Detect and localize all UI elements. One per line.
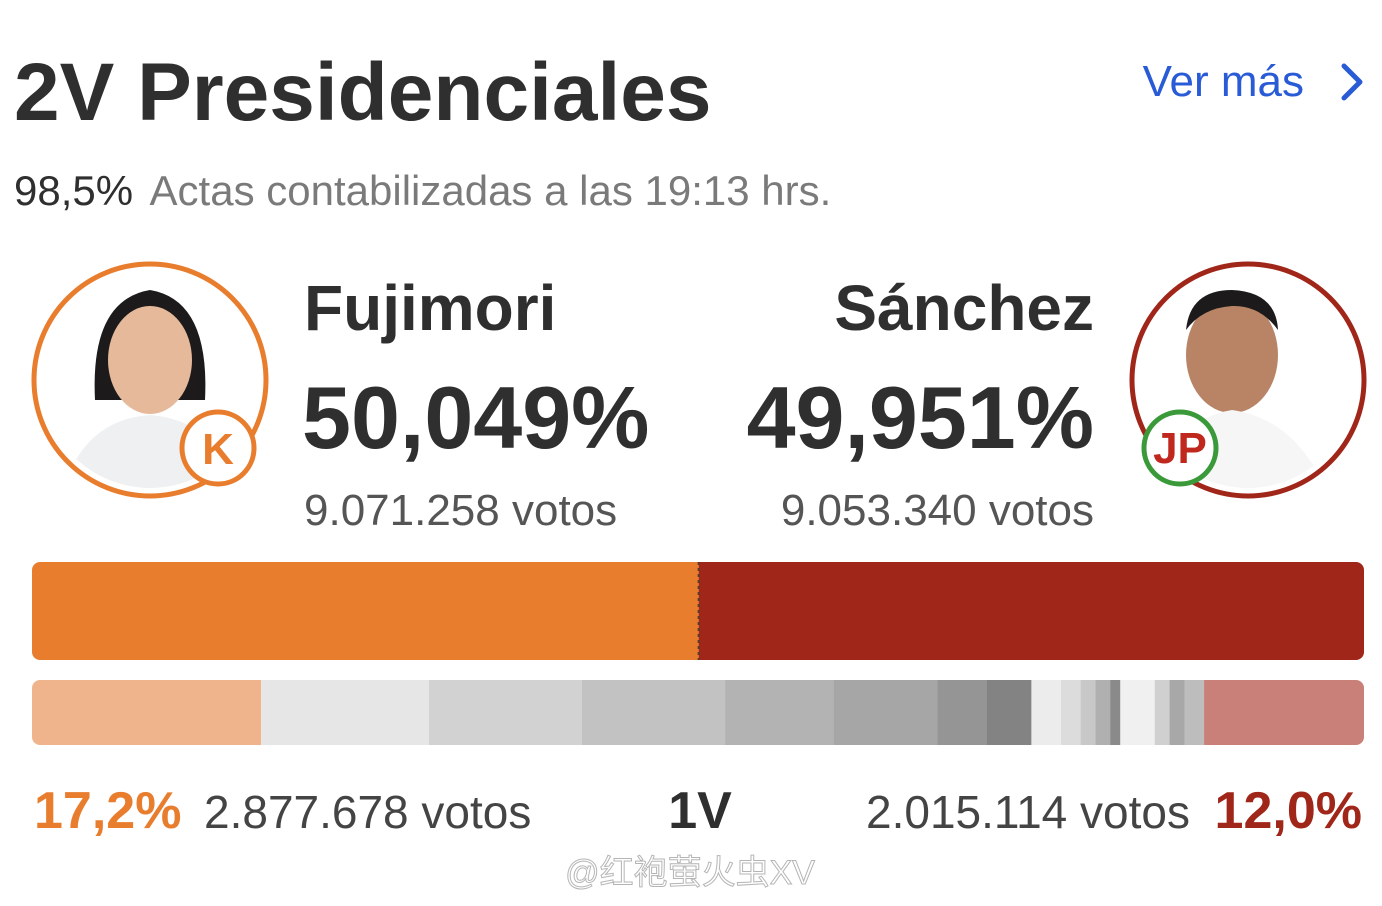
other-segment <box>1080 680 1097 745</box>
counted-text: Actas contabilizadas a las 19:13 hrs. <box>150 167 832 214</box>
other-segment <box>1031 680 1062 745</box>
candidate-percent: 50,049% <box>302 368 649 467</box>
bar-segment <box>32 562 699 660</box>
bar-segment <box>1204 680 1364 745</box>
other-segment <box>1184 680 1205 745</box>
first-round-votes: 2.877.678 votos <box>204 786 531 838</box>
candidate-votes: 9.071.258 votos <box>304 486 617 535</box>
round-label: 1V <box>668 782 732 840</box>
other-segment <box>428 680 583 745</box>
avatar-fujimori: K <box>31 261 269 499</box>
counted-percent: 98,5% <box>14 167 133 214</box>
other-segment <box>986 680 1032 745</box>
first-round-percent: 12,0% <box>1215 782 1362 840</box>
first-round-bar <box>32 680 1364 745</box>
chevron[interactable] <box>1341 63 1363 101</box>
second-round-bar <box>32 562 1364 660</box>
first-round-percent: 17,2% <box>34 782 181 840</box>
bar-segment <box>32 680 262 745</box>
ver-mas-link[interactable]: Ver más <box>1143 57 1363 106</box>
other-segment <box>833 680 939 745</box>
candidate-name: Fujimori <box>304 272 556 344</box>
other-segment <box>1060 680 1082 745</box>
other-segment <box>937 680 988 745</box>
avatar-sanchez: JP <box>1129 261 1367 499</box>
first-round-votes: 2.015.114 votos <box>866 786 1190 838</box>
candidate-name: Sánchez <box>834 272 1094 344</box>
title: 2V Presidenciales <box>14 47 711 138</box>
subtitle: 98,5% Actas contabilizadas a las 19:13 h… <box>14 167 831 214</box>
candidate-percent: 49,951% <box>747 368 1094 467</box>
other-segment <box>1095 680 1111 745</box>
bars <box>32 562 1364 745</box>
other-segment <box>1169 680 1185 745</box>
link-text[interactable]: Ver más <box>1143 57 1304 106</box>
other-segment <box>725 680 835 745</box>
watermark: @红袍萤火虫XV <box>565 854 815 892</box>
other-segment <box>1120 680 1156 745</box>
bar-segment <box>698 562 1364 660</box>
other-segment <box>582 680 726 745</box>
other-segment <box>261 680 430 745</box>
other-segment <box>1110 680 1121 745</box>
party-logo: K <box>202 425 234 474</box>
candidate-votes: 9.053.340 votos <box>781 486 1094 535</box>
other-segment <box>1154 680 1171 745</box>
party-logo: JP <box>1153 424 1207 473</box>
